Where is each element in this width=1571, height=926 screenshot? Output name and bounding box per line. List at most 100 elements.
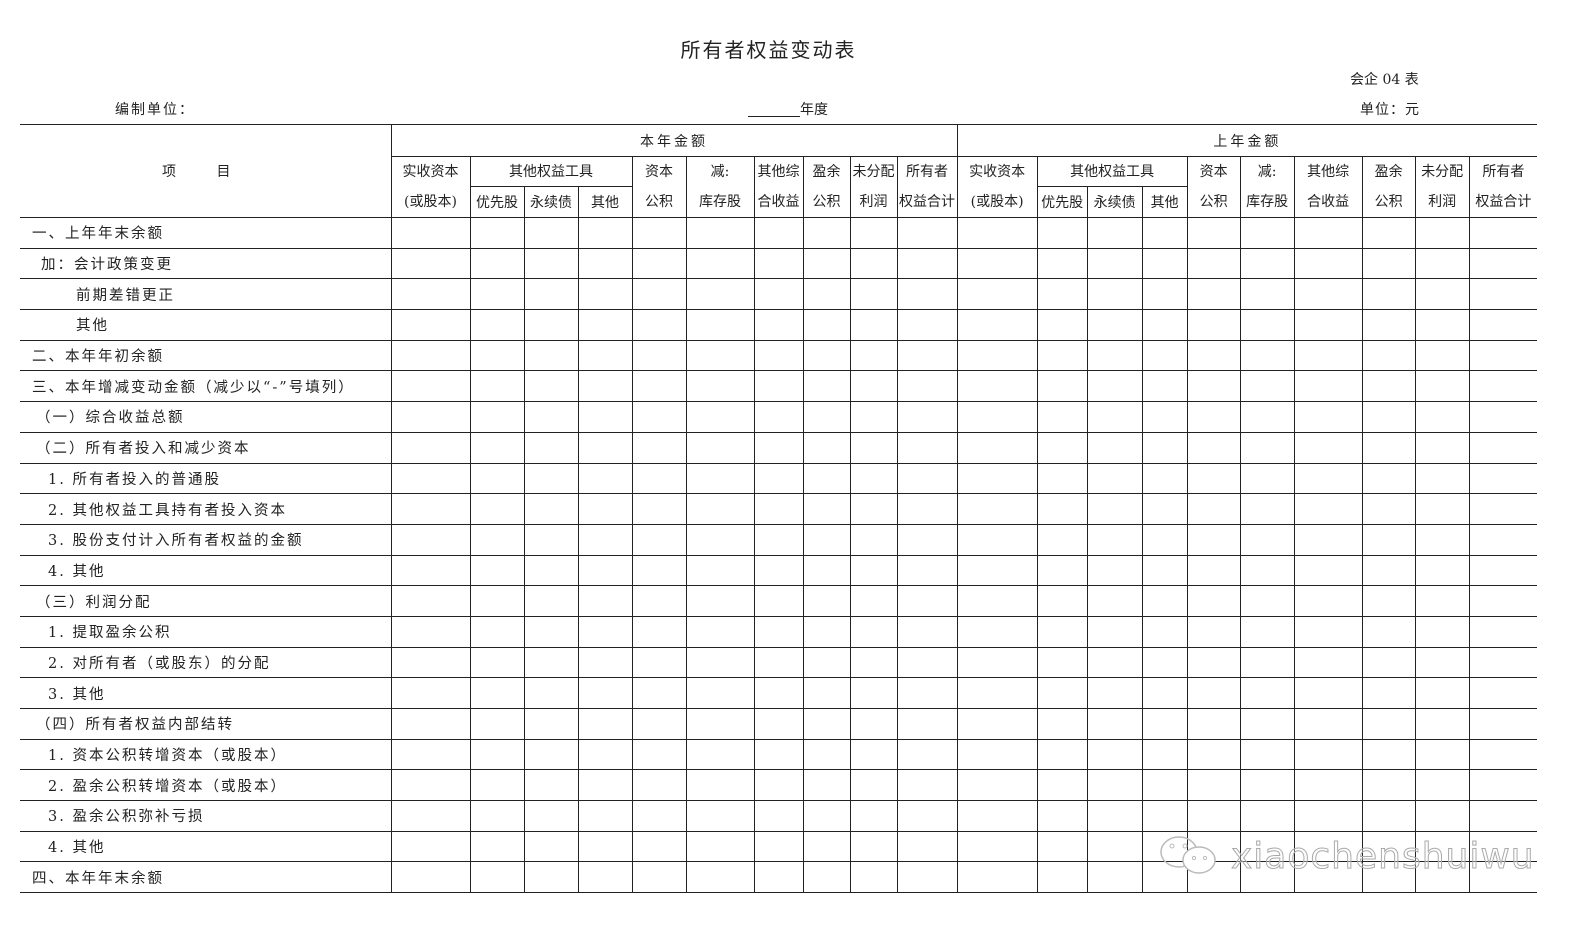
amount-cell[interactable] [390,462,471,495]
amount-cell[interactable] [631,738,687,771]
amount-cell[interactable] [753,309,804,341]
amount-cell[interactable] [577,554,633,587]
amount-cell[interactable] [849,278,898,311]
amount-cell[interactable] [849,769,898,802]
amount-cell[interactable] [753,462,804,495]
amount-cell[interactable] [685,370,755,403]
amount-cell[interactable] [1239,217,1295,249]
amount-cell[interactable] [685,677,755,709]
amount-cell[interactable] [896,339,958,372]
amount-cell[interactable] [896,861,958,894]
amount-cell[interactable] [631,615,687,648]
amount-cell[interactable] [1361,309,1416,341]
amount-cell[interactable] [849,217,898,249]
amount-cell[interactable] [1293,554,1363,587]
amount-cell[interactable] [896,401,958,433]
amount-cell[interactable] [577,738,633,771]
amount-cell[interactable] [1186,585,1241,617]
amount-cell[interactable] [523,278,579,311]
amount-cell[interactable] [523,523,579,556]
amount-cell[interactable] [390,800,471,832]
amount-cell[interactable] [685,769,755,802]
amount-cell[interactable] [631,462,687,495]
amount-cell[interactable] [469,462,525,495]
amount-cell[interactable] [1414,523,1470,556]
amount-cell[interactable] [1141,339,1188,372]
amount-cell[interactable] [849,677,898,709]
amount-cell[interactable] [1361,278,1416,311]
amount-cell[interactable] [469,309,525,341]
amount-cell[interactable] [1468,462,1538,495]
amount-cell[interactable] [1141,800,1188,832]
amount-cell[interactable] [956,585,1038,617]
amount-cell[interactable] [1036,217,1088,249]
amount-cell[interactable] [1468,800,1538,832]
amount-cell[interactable] [1141,585,1188,617]
amount-cell[interactable] [1036,738,1088,771]
amount-cell[interactable] [1468,431,1538,464]
amount-cell[interactable] [1086,278,1143,311]
amount-cell[interactable] [469,401,525,433]
amount-cell[interactable] [523,646,579,679]
amount-cell[interactable] [1186,677,1241,709]
amount-cell[interactable] [1414,462,1470,495]
amount-cell[interactable] [1361,615,1416,648]
amount-cell[interactable] [1086,247,1143,280]
amount-cell[interactable] [1036,309,1088,341]
amount-cell[interactable] [753,738,804,771]
amount-cell[interactable] [1141,309,1188,341]
amount-cell[interactable] [631,217,687,249]
amount-cell[interactable] [1141,646,1188,679]
amount-cell[interactable] [956,830,1038,863]
amount-cell[interactable] [577,217,633,249]
amount-cell[interactable] [523,370,579,403]
amount-cell[interactable] [956,462,1038,495]
amount-cell[interactable] [956,554,1038,587]
amount-cell[interactable] [469,247,525,280]
amount-cell[interactable] [1361,769,1416,802]
amount-cell[interactable] [1293,769,1363,802]
amount-cell[interactable] [802,830,851,863]
amount-cell[interactable] [1141,247,1188,280]
amount-cell[interactable] [1036,861,1088,894]
amount-cell[interactable] [1293,431,1363,464]
amount-cell[interactable] [1293,615,1363,648]
amount-cell[interactable] [1086,861,1143,894]
amount-cell[interactable] [802,339,851,372]
amount-cell[interactable] [577,309,633,341]
amount-cell[interactable] [685,462,755,495]
amount-cell[interactable] [956,309,1038,341]
amount-cell[interactable] [753,585,804,617]
amount-cell[interactable] [849,646,898,679]
amount-cell[interactable] [631,370,687,403]
amount-cell[interactable] [896,800,958,832]
amount-cell[interactable] [1361,431,1416,464]
amount-cell[interactable] [896,247,958,280]
amount-cell[interactable] [1141,370,1188,403]
amount-cell[interactable] [1414,769,1470,802]
amount-cell[interactable] [1141,554,1188,587]
amount-cell[interactable] [956,738,1038,771]
amount-cell[interactable] [390,708,471,740]
amount-cell[interactable] [390,493,471,525]
amount-cell[interactable] [1086,585,1143,617]
amount-cell[interactable] [802,554,851,587]
amount-cell[interactable] [469,708,525,740]
amount-cell[interactable] [523,309,579,341]
amount-cell[interactable] [802,615,851,648]
amount-cell[interactable] [1468,493,1538,525]
amount-cell[interactable] [896,493,958,525]
amount-cell[interactable] [685,615,755,648]
amount-cell[interactable] [1293,738,1363,771]
amount-cell[interactable] [1414,339,1470,372]
amount-cell[interactable] [753,615,804,648]
amount-cell[interactable] [1186,247,1241,280]
amount-cell[interactable] [685,278,755,311]
amount-cell[interactable] [1141,738,1188,771]
amount-cell[interactable] [1293,339,1363,372]
amount-cell[interactable] [523,431,579,464]
amount-cell[interactable] [802,646,851,679]
amount-cell[interactable] [1186,738,1241,771]
amount-cell[interactable] [1036,370,1088,403]
amount-cell[interactable] [896,585,958,617]
